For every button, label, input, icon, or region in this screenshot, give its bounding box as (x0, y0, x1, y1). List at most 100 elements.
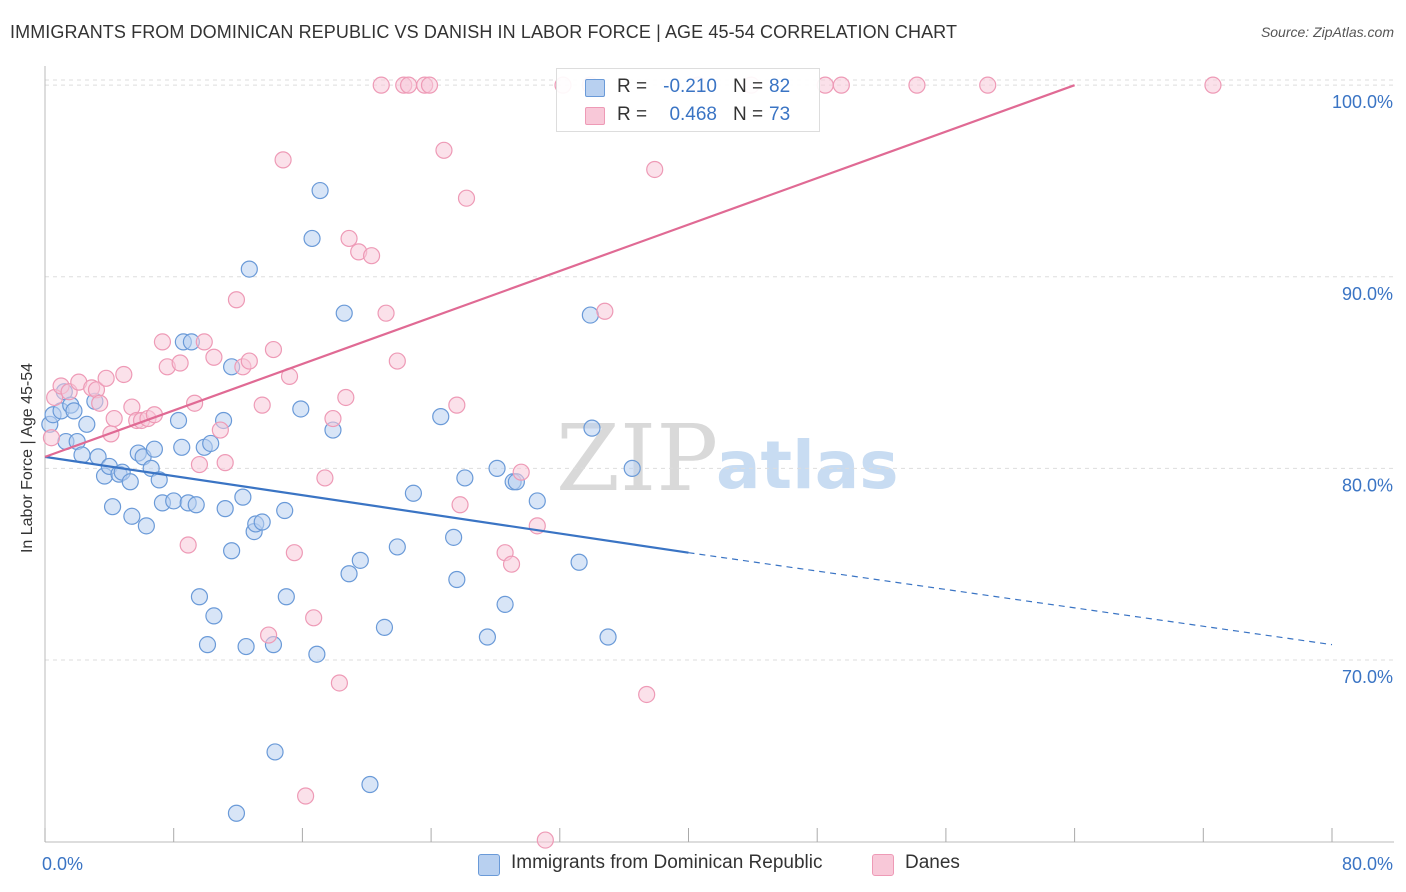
data-point-pink (205, 348, 223, 366)
data-point-pink (502, 555, 521, 573)
data-point-pink (91, 394, 109, 412)
data-point-blue (198, 636, 217, 654)
data-point-blue (173, 438, 191, 456)
data-point-blue (445, 528, 463, 546)
data-point-blue (583, 419, 601, 437)
legend-swatch-pink (585, 107, 605, 125)
data-point-pink (105, 409, 123, 428)
data-point-blue (496, 595, 514, 614)
data-point-pink (638, 685, 656, 704)
data-point-pink (211, 421, 229, 439)
data-point-blue (216, 500, 234, 518)
data-point-blue (121, 473, 139, 491)
data-point-blue (570, 553, 588, 571)
trend-line-blue (44, 455, 689, 554)
bottom-legend-swatch-blue (478, 854, 500, 876)
data-point-pink (512, 463, 530, 481)
y-tick-label: 90.0% (1342, 284, 1393, 304)
trend-lines (44, 84, 1333, 646)
chart-title: IMMIGRANTS FROM DOMINICAN REPUBLIC VS DA… (10, 22, 958, 42)
data-point-blue (187, 496, 205, 514)
data-point-pink (316, 469, 334, 487)
data-point-blue (308, 645, 326, 663)
data-point-pink (388, 352, 406, 370)
data-point-blue (361, 775, 379, 794)
trend-extension-blue (688, 552, 1333, 646)
data-point-pink (979, 76, 997, 94)
source-label: Source: ZipAtlas.com (1260, 24, 1394, 40)
data-point-blue (351, 551, 369, 569)
data-point-blue (223, 542, 241, 560)
data-point-blue (432, 408, 450, 426)
data-point-blue (375, 618, 394, 637)
data-point-blue (137, 517, 155, 535)
data-point-pink (190, 455, 209, 474)
data-point-blue (311, 181, 329, 200)
data-point-pink (115, 365, 133, 384)
watermark-atlas: atlas (716, 427, 899, 504)
data-point-pink (97, 369, 115, 387)
legend-r-value: 0.468 (669, 104, 717, 125)
data-point-blue (202, 434, 220, 453)
data-point-pink (216, 454, 234, 472)
data-point-pink (646, 160, 664, 179)
data-point-pink (340, 229, 358, 248)
data-point-blue (340, 565, 358, 583)
data-point-blue (253, 513, 271, 531)
data-point-pink (253, 396, 271, 414)
data-point-pink (536, 831, 554, 849)
data-point-blue (599, 628, 617, 646)
data-point-blue (303, 229, 321, 248)
data-point-pink (179, 536, 197, 554)
legend-row-blue: R = -0.210 N = 82 (557, 73, 819, 101)
legend: R = -0.210 N = 82 R = 0.468 N = 73 (556, 68, 820, 132)
data-point-pink (908, 76, 926, 94)
legend-n-label: N = (733, 104, 764, 125)
data-point-pink (42, 429, 61, 447)
data-point-blue (78, 415, 96, 433)
data-point-pink (451, 496, 469, 514)
data-point-pink (285, 544, 303, 562)
data-point-pink (435, 141, 453, 159)
bottom-legend-swatch-pink (872, 854, 894, 876)
data-point-blue (169, 411, 188, 430)
data-point-blue (404, 484, 423, 502)
y-tick-label: 100.0% (1332, 92, 1393, 112)
data-point-blue (227, 804, 246, 822)
data-point-blue (456, 469, 474, 487)
data-point-blue (240, 260, 258, 278)
data-point-pink (240, 352, 258, 370)
data-point-blue (335, 304, 353, 322)
bottom-legend-label-blue: Immigrants from Dominican Republic (511, 852, 823, 873)
data-point-blue (488, 459, 506, 477)
data-point-pink (377, 304, 395, 322)
data-point-pink (195, 333, 213, 351)
data-point-pink (274, 151, 292, 169)
data-point-pink (153, 333, 172, 351)
data-point-pink (832, 76, 850, 94)
data-point-blue (165, 492, 183, 510)
y-tick-label: 70.0% (1342, 667, 1393, 687)
legend-n-value: 82 (769, 76, 791, 97)
x-tick-label: 80.0% (1342, 854, 1393, 874)
data-point-pink (260, 626, 278, 644)
data-point-blue (150, 471, 168, 489)
data-point-blue (478, 628, 497, 646)
data-point-blue (123, 507, 141, 525)
data-point-blue (237, 637, 255, 656)
legend-r-value: -0.210 (663, 76, 717, 97)
data-point-pink (372, 76, 390, 94)
data-point-blue (65, 402, 83, 420)
legend-n-label: N = (733, 76, 764, 97)
series-pink-points (42, 76, 1222, 849)
data-point-pink (227, 291, 246, 309)
tick-labels: 70.0% 80.0% 90.0% 100.0% 0.0% 80.0% (42, 92, 1393, 874)
series-blue-points (41, 181, 641, 822)
bottom-legend-label-pink: Danes (905, 852, 960, 873)
data-point-blue (276, 501, 294, 520)
data-point-blue (448, 570, 466, 589)
axes (44, 66, 1394, 843)
data-point-blue (145, 440, 163, 458)
data-point-blue (277, 588, 295, 606)
